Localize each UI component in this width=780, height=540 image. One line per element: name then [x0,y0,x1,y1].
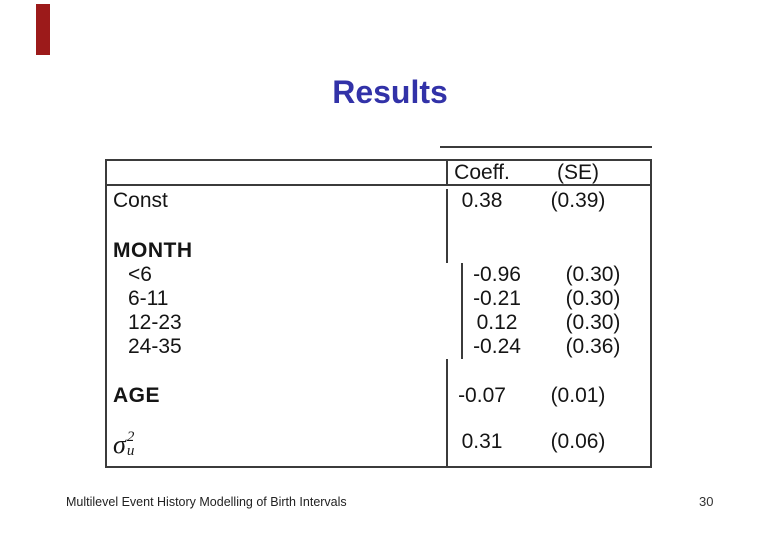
row-label: MONTH [107,239,448,263]
coeff-value: 0.31 [461,430,503,453]
row-values: 0.38 (0.39) [448,189,611,213]
row-label: 12-23 [107,311,463,335]
header-se-label: (SE) [557,161,599,184]
coeff-value: -0.24 [473,335,521,358]
row-values: -0.24 (0.36) [463,335,626,359]
table-spacer-row [107,212,650,239]
coeff-value: -0.07 [458,384,506,407]
row-label: Const [107,189,448,212]
coeff-value: -0.96 [473,263,521,286]
row-label: σ 2 u [107,430,448,466]
row-label: 6-11 [107,287,463,311]
sigma-supsub: 2 u [126,430,135,459]
header-values-cell: Coeff. (SE) [448,161,611,184]
red-accent-bar [36,4,50,55]
table-row-12-23: 12-23 0.12 (0.30) [107,311,650,335]
spacer-label-cell [107,212,448,239]
row-values: -0.07 (0.01) [448,384,611,408]
table-row-24-35: 24-35 -0.24 (0.36) [107,335,650,359]
sigma-base: σ [113,430,126,459]
se-value: (0.39) [550,189,606,212]
table-row-lt6: <6 -0.96 (0.30) [107,263,650,287]
row-values: 0.12 (0.30) [463,311,626,335]
table-header-row: Coeff. (SE) [107,161,650,186]
row-label: AGE [107,384,448,408]
sigma-sup: 2 [126,430,135,445]
spacer-label-cell [107,408,448,430]
results-table: Coeff. (SE) Const 0.38 (0.39) MONTH <6 [105,159,652,468]
header-coeff-label: Coeff. [454,161,510,184]
sigma-sub: u [126,443,135,459]
spacer-label-cell [107,359,448,384]
table-row-month: MONTH [107,239,650,263]
se-value: (0.30) [565,263,621,286]
table-row-const: Const 0.38 (0.39) [107,186,650,212]
table-spacer-row [107,408,650,430]
se-value: (0.30) [565,287,621,310]
table-row-sigma: σ 2 u 0.31 (0.06) [107,430,650,466]
sigma-symbol: σ 2 u [113,430,134,460]
coeff-value: 0.38 [461,189,503,212]
values-column-top-rule [440,146,652,148]
header-empty-cell [107,161,448,184]
row-values: 0.31 (0.06) [448,430,611,454]
row-label: 24-35 [107,335,463,359]
row-label: <6 [107,263,463,287]
coeff-value: 0.12 [476,311,518,334]
se-value: (0.06) [550,430,606,453]
se-value: (0.01) [550,384,606,407]
row-values: -0.21 (0.30) [463,287,626,311]
coeff-value: -0.21 [473,287,521,310]
table-row-6-11: 6-11 -0.21 (0.30) [107,287,650,311]
row-values: -0.96 (0.30) [463,263,626,287]
page-number: 30 [699,494,714,509]
se-value: (0.36) [565,335,621,358]
table-row-age: AGE -0.07 (0.01) [107,384,650,408]
page-title: Results [332,74,448,110]
se-value: (0.30) [565,311,621,334]
footer-title: Multilevel Event History Modelling of Bi… [66,495,347,509]
table-spacer-row [107,359,650,384]
